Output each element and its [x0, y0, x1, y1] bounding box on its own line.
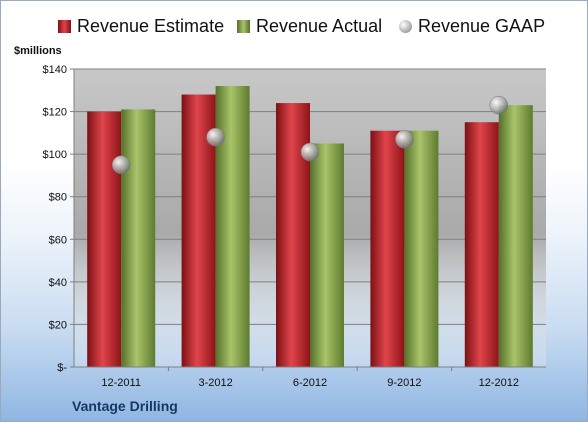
y-tick-label: $100: [43, 149, 67, 161]
bar-revenue-actual: [404, 130, 439, 367]
bars: [87, 86, 533, 368]
y-tick-label: $20: [49, 319, 67, 331]
marker-revenue-gaap: [300, 142, 320, 162]
legend-item-gaap: Revenue GAAP: [399, 9, 545, 43]
legend-label-gaap: Revenue GAAP: [418, 15, 546, 36]
x-tick-label: 12-2011: [101, 377, 141, 389]
y-axis-unit-label: $millions: [14, 45, 62, 57]
y-tick-label: $120: [43, 107, 67, 119]
y-tick-label: $40: [49, 277, 67, 289]
bar-revenue-actual: [310, 143, 344, 367]
legend-item-estimate: Revenue Estimate: [58, 9, 224, 43]
bar-revenue-actual: [498, 105, 533, 367]
x-tick-label: 6-2012: [293, 377, 327, 389]
y-tick-label: $80: [49, 192, 67, 204]
company-name: Vantage Drilling: [72, 398, 178, 414]
bar-revenue-estimate: [464, 122, 499, 367]
y-tick-label: $140: [43, 64, 67, 76]
axes: $- $20 $40 $60 $80 $100 $120 $140 12-2011 3-2012 6…: [43, 64, 546, 389]
marker-revenue-gaap: [395, 129, 414, 149]
legend-swatch-estimate: [58, 19, 71, 33]
y-tick-label: $-: [57, 362, 67, 374]
x-tick-label: 3-2012: [198, 377, 232, 389]
legend-swatch-actual: [237, 19, 250, 33]
y-tick-label: $60: [49, 234, 67, 246]
marker-revenue-gaap: [111, 155, 131, 175]
bar-revenue-estimate: [276, 103, 310, 368]
x-tick-label: 9-2012: [387, 377, 421, 389]
bar-revenue-actual: [215, 86, 250, 368]
legend-label-estimate: Revenue Estimate: [77, 15, 225, 36]
x-tick-label: 12-2012: [479, 377, 519, 389]
bar-revenue-actual: [121, 109, 156, 367]
legend-marker-gaap: [399, 19, 412, 33]
gaap-markers: [111, 95, 509, 175]
marker-revenue-gaap: [206, 127, 225, 147]
marker-revenue-gaap: [489, 95, 509, 115]
legend-label-actual: Revenue Actual: [256, 15, 383, 36]
bar-revenue-estimate: [370, 130, 405, 367]
bar-revenue-estimate: [87, 111, 122, 367]
legend: Revenue Estimate Revenue Actual Revenue …: [1, 9, 587, 43]
legend-item-actual: Revenue Actual: [237, 9, 382, 43]
